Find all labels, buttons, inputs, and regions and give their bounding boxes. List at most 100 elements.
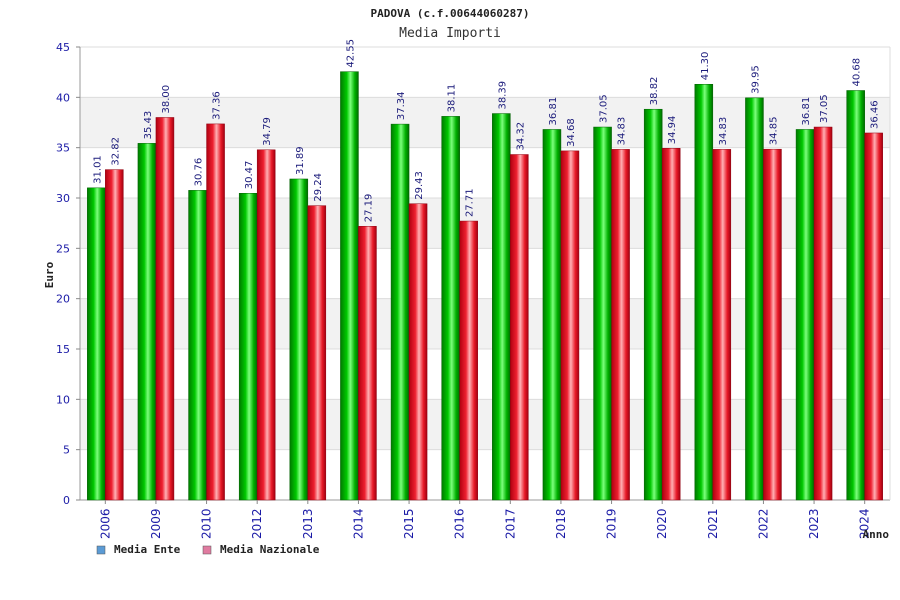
data-label-media-ente-2006: 31.01 [92,155,103,184]
legend-label-media-nazionale: Media Nazionale [220,543,320,556]
legend-label-media-ente: Media Ente [114,543,181,556]
bar-media-nazionale-2016 [459,220,478,501]
data-label-media-ente-2018: 36.81 [548,97,559,126]
data-label-media-nazionale-2012: 34.79 [262,117,273,146]
y-tick-label: 20 [56,293,70,306]
bar-media-ente-2023 [795,129,815,501]
data-label-media-nazionale-2013: 29.24 [313,173,324,202]
data-label-media-nazionale-2020: 34.94 [667,116,678,145]
legend: Media Ente Media Nazionale [96,543,320,556]
x-tick-label-2006: 2006 [98,508,112,539]
data-label-media-nazionale-2015: 29.43 [414,171,425,200]
data-label-media-nazionale-2023: 37.05 [819,94,830,123]
y-tick-label: 30 [56,192,70,205]
chart-title: PADOVA (c.f.00644060287) [371,7,530,20]
data-label-media-ente-2024: 40.68 [852,58,863,87]
x-tick-label-2019: 2019 [605,508,619,539]
bar-media-ente-2009 [137,143,157,501]
x-tick-label-2021: 2021 [706,508,720,539]
data-label-media-ente-2015: 37.34 [396,91,407,120]
data-label-media-nazionale-2016: 27.71 [465,188,476,217]
data-label-media-ente-2017: 38.39 [497,81,508,110]
bar-media-nazionale-2006 [105,169,124,501]
bar-media-nazionale-2024 [864,132,883,501]
x-tick-label-2012: 2012 [250,508,264,539]
y-tick-label: 45 [56,41,70,54]
bar-media-ente-2018 [542,129,562,501]
bar-media-nazionale-2010 [206,123,225,501]
x-axis-ticks: 2006 2009 2010 2012 2013 2014 2015 2016 2017 2018… [98,500,872,539]
data-label-media-nazionale-2017: 34.32 [515,122,526,151]
bar-media-ente-2014 [340,71,359,501]
bar-media-ente-2019 [593,126,612,501]
data-labels: 31.01 32.82 35.43 38.00 30.76 37.36 30.47 34.79… [92,39,880,222]
legend-swatch-media-nazionale [202,545,212,555]
data-label-media-ente-2009: 35.43 [143,111,154,140]
data-label-media-ente-2020: 38.82 [649,77,660,106]
data-label-media-ente-2013: 31.89 [295,146,306,175]
bar-media-ente-2021 [694,83,714,501]
x-tick-label-2020: 2020 [655,508,669,539]
x-axis-label: Anno [863,528,890,541]
y-tick-label: 0 [63,494,70,507]
x-tick-label-2017: 2017 [503,508,517,539]
bar-media-ente-2015 [390,123,410,501]
data-label-media-ente-2022: 39.95 [750,65,761,94]
bar-media-ente-2017 [492,113,511,501]
y-axis-ticks: 0 5 10 15 20 25 30 35 40 45 [56,41,80,507]
x-tick-label-2009: 2009 [149,508,163,539]
x-tick-label-2010: 2010 [200,508,214,539]
x-tick-label-2015: 2015 [402,508,416,539]
bar-media-nazionale-2023 [813,126,833,501]
bar-media-nazionale-2019 [611,149,630,501]
bar-media-ente-2016 [441,116,460,501]
y-tick-label: 40 [56,91,70,104]
bar-media-ente-2010 [188,190,207,501]
bar-media-nazionale-2014 [358,226,377,501]
x-tick-label-2018: 2018 [554,508,568,539]
data-label-media-nazionale-2014: 27.19 [363,194,374,223]
y-tick-label: 35 [56,142,70,155]
data-label-media-nazionale-2021: 34.83 [718,117,729,146]
bar-media-nazionale-2017 [510,154,529,501]
data-label-media-ente-2014: 42.55 [345,39,356,68]
legend-swatch-media-ente [96,545,106,555]
data-label-media-nazionale-2006: 32.82 [110,137,121,166]
data-label-media-ente-2023: 36.81 [801,97,812,126]
data-label-media-nazionale-2019: 34.83 [617,117,628,146]
bar-media-ente-2022 [745,97,764,501]
y-tick-label: 5 [63,444,70,457]
x-tick-label-2022: 2022 [756,508,770,539]
data-label-media-nazionale-2009: 38.00 [161,85,172,114]
y-tick-label: 25 [56,242,70,255]
bar-media-nazionale-2018 [560,150,580,501]
bar-media-ente-2012 [238,193,258,501]
bar-media-ente-2020 [643,108,663,501]
bar-media-nazionale-2012 [256,149,276,501]
bar-media-nazionale-2015 [408,203,428,501]
data-label-media-ente-2021: 41.30 [700,52,711,81]
bar-media-ente-2024 [846,90,865,501]
x-tick-label-2014: 2014 [351,508,365,539]
data-label-media-nazionale-2024: 36.46 [870,100,881,129]
y-tick-label: 15 [56,343,70,356]
data-label-media-ente-2019: 37.05 [599,94,610,123]
bars [87,71,883,501]
x-tick-label-2023: 2023 [807,508,821,539]
data-label-media-nazionale-2010: 37.36 [212,91,223,120]
x-tick-label-2016: 2016 [453,508,467,539]
bar-media-ente-2006 [87,187,106,501]
chart-subtitle: Media Importi [399,26,501,41]
data-label-media-nazionale-2022: 34.85 [768,117,779,146]
bar-media-nazionale-2022 [763,148,782,501]
data-label-media-ente-2010: 30.76 [194,158,205,187]
y-tick-label: 10 [56,393,70,406]
bar-media-nazionale-2020 [661,148,681,501]
x-tick-label-2013: 2013 [301,508,315,539]
bar-media-nazionale-2013 [307,205,327,501]
data-label-media-ente-2016: 38.11 [447,84,458,113]
data-label-media-ente-2012: 30.47 [244,161,255,190]
x-tick-label-2024: 2024 [858,508,872,539]
bar-media-ente-2013 [289,178,309,501]
